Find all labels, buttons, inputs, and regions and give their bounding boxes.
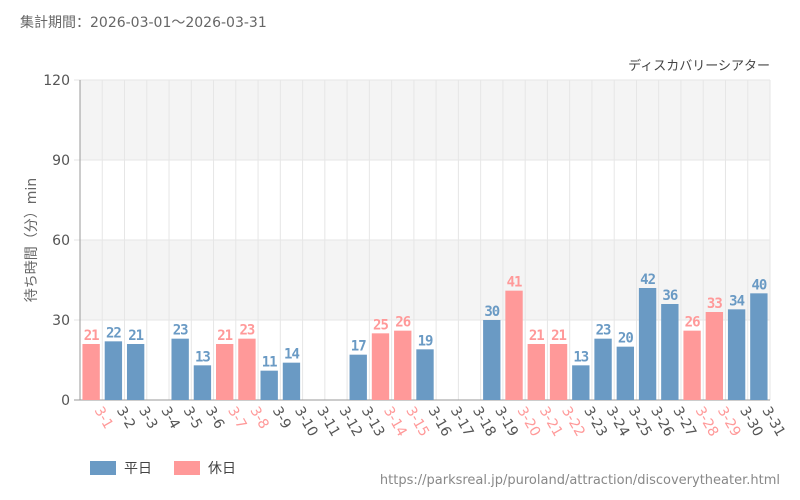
x-tick-label-3-4: 3-4 [157,404,182,432]
data-label-3-25: 20 [618,331,633,347]
bar-3-29 [705,312,724,400]
data-label-3-20: 41 [507,275,522,291]
legend-item-weekday[interactable]: 平日 [90,458,152,478]
bar-3-15 [394,330,412,400]
bar-3-2 [104,341,123,400]
grid-band [80,80,770,160]
data-label-3-28: 26 [685,315,700,331]
data-label-3-1: 21 [84,328,99,344]
x-tick-label-3-2: 3-2 [113,404,138,432]
legend-label-weekday: 平日 [124,461,152,477]
data-label-3-19: 30 [484,304,499,320]
data-label-3-26: 42 [640,272,655,288]
x-tick-label-3-9: 3-9 [269,404,294,432]
y-tick-label: 0 [61,393,70,409]
bar-3-28 [683,330,701,400]
y-axis-label: 待ち時間（分）min [24,178,40,302]
data-label-3-27: 36 [662,288,677,304]
x-tick-label-3-8: 3-8 [246,404,271,432]
x-tick-label-3-7: 3-7 [224,404,249,432]
bar-3-30 [727,309,746,400]
y-tick-label: 60 [52,233,70,249]
bar-3-19 [483,320,501,400]
data-label-3-21: 21 [529,328,544,344]
bar-3-13 [349,354,367,400]
data-label-3-24: 23 [596,323,611,339]
bar-3-31 [750,293,768,400]
data-label-3-5: 23 [173,323,188,339]
data-label-3-30: 34 [729,293,744,309]
bar-3-1 [82,344,100,400]
bar-3-27 [661,304,679,400]
x-tick-label-3-3: 3-3 [135,404,160,432]
bar-3-16 [416,349,434,400]
data-label-3-15: 26 [395,315,410,331]
data-label-3-23: 13 [573,349,588,365]
data-label-3-3: 21 [128,328,143,344]
data-label-3-10: 14 [284,347,299,363]
chart-title: ディスカバリーシアター [628,58,770,74]
period-label: 集計期間：2026-03-01～2026-03-31 [20,15,267,31]
y-tick-label: 120 [43,73,70,89]
y-tick-label: 90 [52,153,70,169]
bar-3-6 [193,365,212,400]
data-label-3-22: 21 [551,328,566,344]
x-tick-label-3-31: 3-31 [758,404,788,440]
data-label-3-16: 19 [418,333,433,349]
bar-3-22 [549,344,568,400]
data-label-3-13: 17 [351,339,366,355]
data-label-3-7: 21 [217,328,232,344]
legend-label-holiday: 休日 [208,461,236,477]
bar-3-14 [371,333,390,400]
bar-3-3 [126,344,145,400]
x-tick-label-3-1: 3-1 [91,404,116,432]
data-label-3-31: 40 [751,277,766,293]
data-label-3-29: 33 [707,296,722,312]
data-label-3-2: 22 [106,325,121,341]
data-label-3-8: 23 [240,323,255,339]
bar-3-5 [171,338,189,400]
bar-3-21 [527,344,545,400]
data-label-3-6: 13 [195,349,210,365]
source-url[interactable]: https://parksreal.jp/puroland/attraction… [379,473,780,488]
bar-3-25 [616,346,635,400]
x-tick-label-3-5: 3-5 [180,404,205,432]
bar-3-23 [572,365,590,400]
data-label-3-9: 11 [262,355,277,371]
data-label-3-14: 25 [373,317,388,333]
legend: 平日 休日 [90,458,236,478]
bar-3-7 [215,344,234,400]
bar-3-20 [505,290,523,400]
bar-3-26 [638,288,657,400]
x-tick-label-3-6: 3-6 [202,404,227,432]
y-tick-label: 30 [52,313,70,329]
legend-swatch-holiday [174,461,200,475]
legend-swatch-weekday [90,461,116,475]
bar-3-10 [282,362,301,400]
legend-item-holiday[interactable]: 休日 [174,458,236,478]
bar-3-24 [594,338,612,400]
bar-3-8 [238,338,256,400]
bar-3-9 [260,370,278,400]
